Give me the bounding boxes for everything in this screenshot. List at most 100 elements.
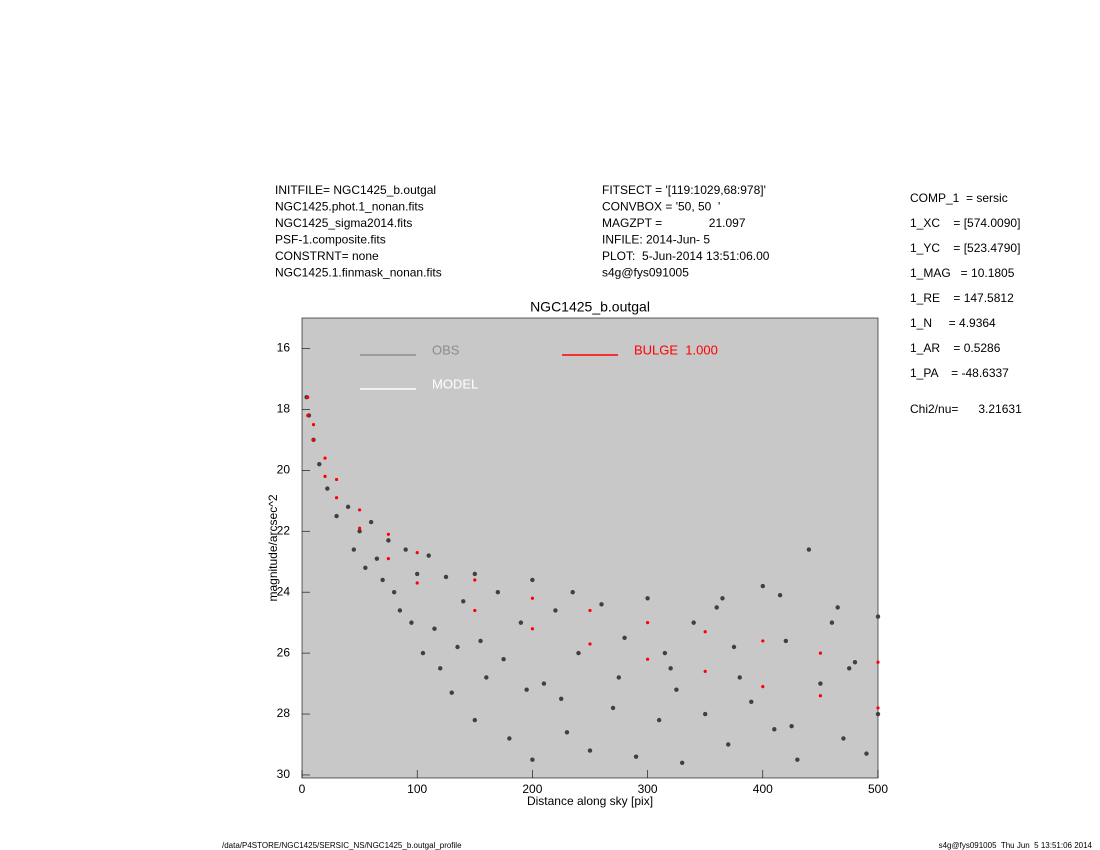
data-point xyxy=(325,486,330,491)
data-point xyxy=(646,621,650,625)
data-point xyxy=(409,620,414,625)
data-point xyxy=(484,675,489,680)
data-point xyxy=(415,571,420,577)
legend-label: OBS xyxy=(432,342,460,357)
data-point xyxy=(368,519,374,525)
header-left-line: NGC1425.phot.1_nonan.fits xyxy=(275,200,424,214)
header-right-line: 1_N = 4.9364 xyxy=(910,316,996,330)
header-middle-line: PLOT: 5-Jun-2014 13:51:06.00 xyxy=(602,249,770,263)
data-point xyxy=(875,614,881,619)
data-point xyxy=(599,602,604,607)
header-left-line: PSF-1.composite.fits xyxy=(275,233,386,247)
data-point xyxy=(841,736,846,741)
data-point xyxy=(772,727,777,732)
data-point xyxy=(674,687,679,692)
y-tick-label: 26 xyxy=(277,645,291,659)
data-point xyxy=(311,438,316,442)
data-point xyxy=(530,577,535,583)
data-point xyxy=(588,642,592,646)
footer-path: /data/P4STORE/NGC1425/SERSIC_NS/NGC1425_… xyxy=(222,841,462,850)
data-point xyxy=(380,577,385,583)
data-point xyxy=(588,608,592,613)
data-point xyxy=(461,599,466,604)
data-point xyxy=(576,650,581,656)
y-tick-label: 24 xyxy=(277,584,291,598)
header-left-line: NGC1425_sigma2014.fits xyxy=(275,216,412,230)
data-point xyxy=(334,513,339,519)
y-tick-label: 30 xyxy=(277,767,291,781)
data-point xyxy=(323,456,327,460)
x-tick-label: 0 xyxy=(299,782,306,796)
y-tick-label: 18 xyxy=(277,402,291,416)
data-point xyxy=(610,705,616,711)
data-point xyxy=(749,699,754,705)
data-point xyxy=(818,681,823,686)
data-point xyxy=(345,504,351,510)
data-point xyxy=(438,666,443,671)
data-point xyxy=(703,669,707,673)
header-middle-line: MAGZPT = 21.097 xyxy=(602,216,746,230)
data-point xyxy=(473,608,477,613)
data-point xyxy=(662,650,668,656)
chi2: Chi2/nu= 3.21631 xyxy=(910,402,1022,416)
legend-label: MODEL xyxy=(432,376,478,391)
data-point xyxy=(334,496,339,500)
legend-label: BULGE 1.000 xyxy=(634,342,718,357)
y-tick-label: 28 xyxy=(277,706,291,720)
data-point xyxy=(386,538,391,543)
data-point xyxy=(646,657,650,661)
chart-title: NGC1425_b.outgal xyxy=(530,299,650,315)
header-middle-line: FITSECT = '[119:1029,68:978]' xyxy=(602,183,766,197)
data-point xyxy=(420,650,426,656)
data-point xyxy=(530,596,535,600)
data-point xyxy=(334,477,339,482)
data-point xyxy=(587,748,593,753)
data-point xyxy=(317,462,322,467)
data-point xyxy=(432,626,437,631)
data-point xyxy=(472,571,477,577)
data-point xyxy=(472,717,477,723)
data-point xyxy=(760,583,765,589)
data-point xyxy=(679,760,685,765)
data-point xyxy=(783,638,789,644)
data-point xyxy=(875,711,881,717)
data-point xyxy=(386,532,390,536)
data-point xyxy=(668,666,673,671)
data-point xyxy=(386,557,390,561)
header-left-line: CONSTRNT= none xyxy=(275,249,379,263)
data-point xyxy=(720,596,725,601)
header-right-line: 1_AR = 0.5286 xyxy=(910,341,1001,355)
data-point xyxy=(311,423,316,427)
data-point xyxy=(323,474,327,479)
data-point xyxy=(829,620,835,625)
data-point xyxy=(616,675,621,680)
x-axis-label: Distance along sky [pix] xyxy=(527,794,653,808)
x-tick-label: 300 xyxy=(638,782,658,796)
header-middle-line: INFILE: 2014-Jun- 5 xyxy=(602,233,710,247)
header-right-line: 1_MAG = 10.1805 xyxy=(910,266,1015,280)
x-tick-label: 400 xyxy=(753,782,773,796)
data-point xyxy=(777,593,783,598)
data-point xyxy=(351,547,357,552)
header-right-line: 1_YC = [523.4790] xyxy=(910,241,1020,255)
data-point xyxy=(564,730,570,735)
data-point xyxy=(478,638,483,644)
data-point xyxy=(835,605,840,610)
y-tick-label: 16 xyxy=(277,341,291,355)
x-tick-label: 500 xyxy=(868,782,888,796)
data-point xyxy=(507,736,512,741)
data-point xyxy=(363,565,368,571)
footer-stamp: s4g@fys091005 Thu Jun 5 13:51:06 2014 xyxy=(939,841,1093,850)
data-point xyxy=(358,508,362,512)
data-point xyxy=(876,660,880,664)
data-point xyxy=(530,757,535,762)
header-middle-line: s4g@fys091005 xyxy=(602,266,689,280)
data-point xyxy=(449,690,454,695)
header-right-line: 1_XC = [574.0090] xyxy=(910,216,1020,230)
data-point xyxy=(852,660,858,665)
data-point xyxy=(806,547,812,552)
x-tick-label: 100 xyxy=(407,782,427,796)
data-point xyxy=(818,651,823,655)
data-point xyxy=(524,687,529,692)
